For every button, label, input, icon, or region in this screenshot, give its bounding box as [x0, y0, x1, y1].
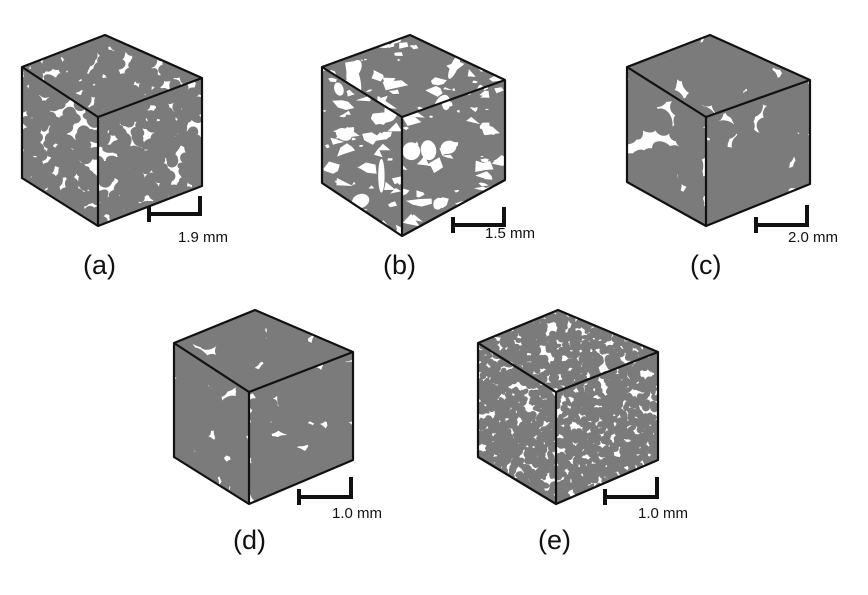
scale-label-d: 1.0 mm — [332, 505, 382, 522]
panel-label-b: (b) — [383, 250, 416, 280]
scale-label-e: 1.0 mm — [638, 505, 688, 522]
cube-d — [172, 308, 355, 506]
cube-e-outline — [476, 308, 660, 506]
panel-b: 1.5 mm (b) — [320, 33, 535, 280]
cube-a — [20, 33, 204, 228]
panel-label-e: (e) — [538, 525, 571, 555]
panel-label-c: (c) — [690, 250, 721, 280]
cube-b-outline — [320, 33, 507, 238]
cube-b — [320, 33, 507, 238]
cube-c — [625, 33, 812, 228]
scale-label-b: 1.5 mm — [485, 225, 535, 242]
panel-e: 1.0 mm (e) — [476, 308, 688, 555]
panel-d: 1.0 mm (d) — [172, 308, 382, 555]
panel-label-d: (d) — [233, 525, 266, 555]
panel-label-a: (a) — [83, 250, 116, 280]
cube-e — [476, 308, 660, 506]
panel-c: 2.0 mm (c) — [625, 33, 838, 280]
cube-c-outline — [625, 33, 812, 228]
cube-d-outline — [172, 308, 355, 506]
cube-a-outline — [20, 33, 204, 228]
panel-a: 1.9 mm (a) — [20, 33, 228, 280]
scale-label-c: 2.0 mm — [788, 229, 838, 246]
scale-label-a: 1.9 mm — [178, 229, 228, 246]
